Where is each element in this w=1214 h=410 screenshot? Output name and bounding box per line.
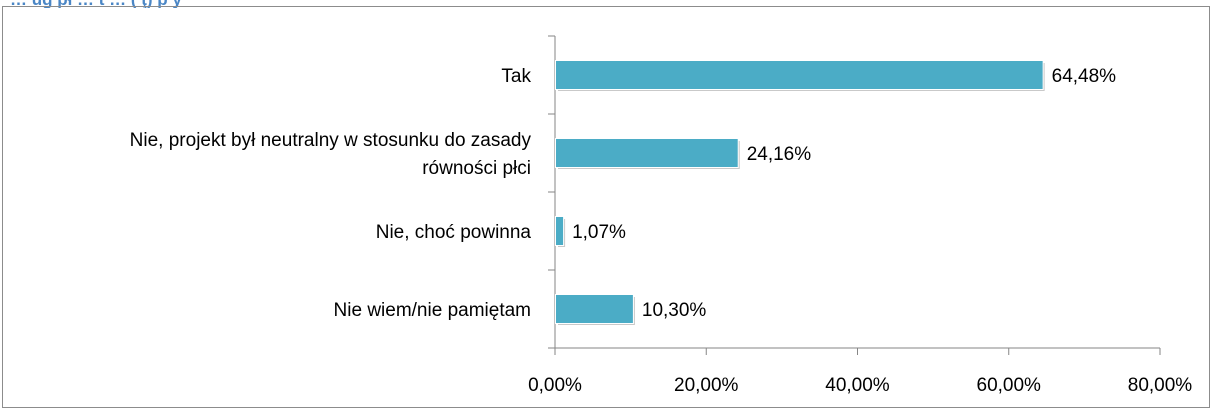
category-label-line: Nie, projekt był neutralny w stosunku do… <box>130 130 532 151</box>
category-label: Nie, choć powinna <box>376 222 532 243</box>
x-tick-label: 60,00% <box>977 375 1042 396</box>
data-label: 1,07% <box>572 222 626 243</box>
category-label: Nie wiem/nie pamiętam <box>334 300 531 321</box>
category-label: Nie, projekt był neutralny w stosunku do… <box>130 130 532 179</box>
x-tick-label: 80,00% <box>1128 375 1193 396</box>
chart-frame <box>2 6 1210 408</box>
bar <box>556 217 564 245</box>
x-tick-label: 0,00% <box>528 375 582 396</box>
category-label-line: Nie, choć powinna <box>376 222 532 243</box>
x-tick-label: 20,00% <box>674 375 739 396</box>
category-label-line: Nie wiem/nie pamiętam <box>334 300 531 321</box>
bar <box>556 61 1043 89</box>
data-label: 10,30% <box>642 300 707 321</box>
data-label: 24,16% <box>747 144 812 165</box>
category-label-line: równości płci <box>422 158 531 179</box>
x-tick-label: 40,00% <box>825 375 890 396</box>
bar <box>556 139 738 167</box>
bar <box>556 295 633 323</box>
category-label: Tak <box>501 66 531 87</box>
data-label: 64,48% <box>1052 66 1117 87</box>
chart-caption: … ug pł … t … ( ţ) p y <box>10 0 182 8</box>
chart-bars <box>555 60 1045 325</box>
chart-labels: 0,00% 20,00% 40,00% 60,00% 80,00% 64,48% Tak 24… <box>130 66 1193 396</box>
category-label-line: Tak <box>501 66 531 87</box>
